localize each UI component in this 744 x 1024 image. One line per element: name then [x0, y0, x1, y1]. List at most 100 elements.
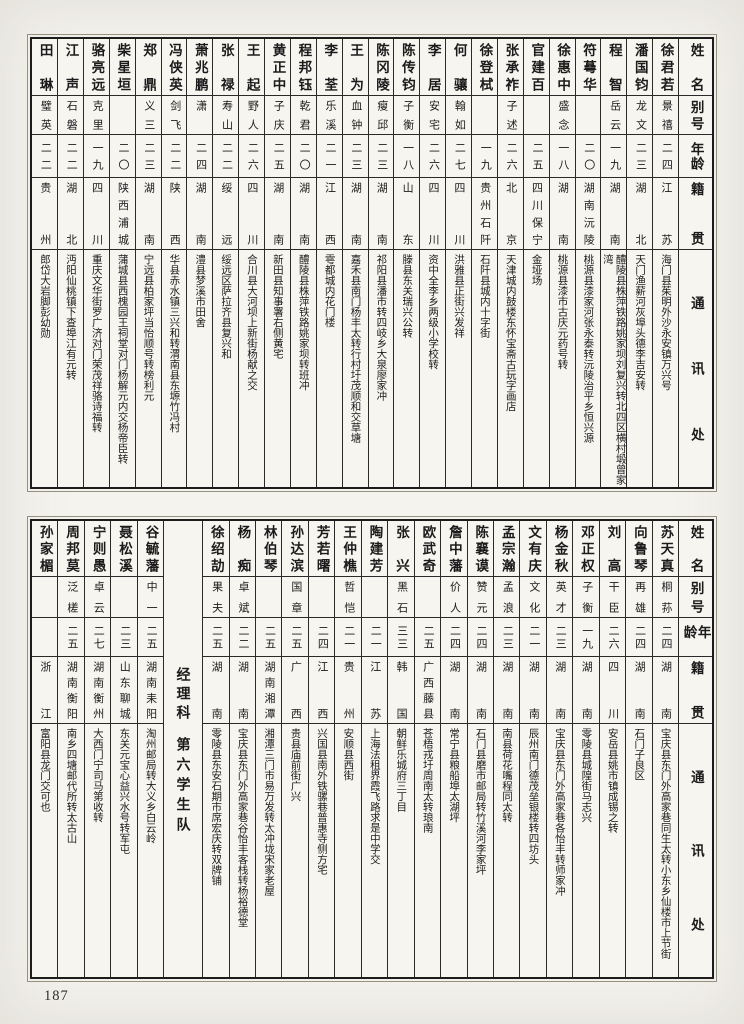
person-name: 陶建芳 [361, 521, 388, 577]
person-name-text: 芳若曙 [314, 525, 330, 572]
person-native-place-text: 湖南 [297, 182, 310, 245]
section-divider-unit: 第六学生队 [175, 737, 192, 837]
person-address: 绥远区萨拉齐县复兴和 [213, 250, 238, 487]
person-name-text: 陈传钧 [399, 43, 415, 91]
person-age-text: 二四 [448, 625, 461, 649]
person-alias [575, 96, 601, 135]
header-alias: 别号 [679, 577, 712, 618]
person-age-text: 一九 [91, 142, 104, 170]
person-native-place-text: 湖南 [527, 661, 540, 719]
person-age: 二四 [308, 618, 335, 657]
person-native-place-text: 湖南沅陵 [582, 182, 595, 245]
person-age-text: 二三 [554, 625, 567, 649]
person-column: 宁则愚 卓云 二七 湖南衡州 大西门宁司马第收转 [83, 521, 111, 977]
person-column: 郑鼎 义三 二三 湖南 宁远县柏家坪当怡顺号转榜利元 [134, 39, 161, 487]
person-age-text: 二四 [474, 625, 487, 649]
person-name-text: 张禄 [218, 43, 234, 91]
person-age-text: 二三 [501, 625, 514, 649]
person-age-text: 二七 [453, 142, 466, 170]
person-address-text: 重庆文华街罗广济对门荣茂祥骆诗福转 [90, 254, 103, 433]
person-address: 海门县茱明外沙永安镇万兴号 [653, 250, 678, 487]
person-age: 一八 [549, 135, 575, 178]
person-address-text: 苍梧戎圩周南太转琅南 [421, 728, 434, 833]
person-native-place-text: 湖南 [659, 661, 672, 719]
person-name: 冯侠英 [161, 39, 187, 96]
person-age-text: 二三 [634, 142, 647, 170]
person-address-text: 宁远县柏家坪当怡顺号转榜利元 [142, 254, 155, 401]
person-native-place: 湖南 [368, 178, 394, 250]
person-name: 芳若曙 [308, 521, 335, 577]
person-column: 程智 岳云 一九 湖南 醴陵县株萍铁路姚家坝刘复兴转北四区横村塅曾家湾 [600, 39, 627, 487]
person-address: 沔阳仙桃镇下查埠江有元转 [58, 250, 83, 487]
person-alias-text: 景禧 [660, 100, 673, 130]
person-name-text: 江声 [63, 43, 79, 91]
person-age-text: 二四 [660, 142, 673, 170]
person-alias-text: 孟浪 [501, 581, 514, 613]
person-alias [523, 96, 549, 135]
person-alias [111, 577, 137, 618]
person-alias-text: 子衡 [580, 581, 593, 613]
header-address-text: 通讯处 [688, 770, 704, 931]
person-alias: 龙文 [627, 96, 653, 135]
person-age-text: 二三 [349, 142, 362, 170]
person-native-place-text: 湖南耒阳 [144, 661, 157, 719]
person-age: 二四 [187, 135, 213, 178]
section-divider-department: 经理科 [175, 667, 192, 724]
person-native-place-text: 四川 [90, 182, 103, 245]
person-address-text: 新田县知事署右侧黄宅 [271, 254, 284, 359]
person-address: 石阡县城内十字街 [472, 250, 497, 487]
person-address-text: 辰州南门德茂垒银楼转四坊头 [527, 728, 540, 865]
header-name: 姓名 [679, 521, 712, 577]
person-native-place: 湖南 [520, 657, 546, 724]
person-native-place: 江西 [308, 657, 335, 724]
person-column: 柴星垣 二〇 陕西浦城 蒲城县西槐园王祠堂对门杨解元内交杨帝臣转 [108, 39, 135, 487]
person-age: 二二 [32, 135, 57, 178]
person-column: 张兴 黑石 三三 韩国 朝鲜乐城府三丁目 [387, 521, 414, 977]
person-address-text: 郎岱大岩脚彭幼勋 [38, 254, 51, 338]
person-column: 王起 野人 二六 四川 合川县大河坝上新街杨献之交 [238, 39, 264, 487]
person-alias: 景禧 [653, 96, 678, 135]
roster-table-top: 姓名 别号 年龄 籍贯 通讯处 徐君若 景禧 二四 江苏 海门县茱明外沙永安镇万兴号 潘国钧 龙文 二三… [27, 34, 717, 492]
person-column: 徐君若景禧二四江苏 海门县茱明外沙永安镇万兴号 [652, 39, 678, 487]
person-name: 柴星垣 [109, 39, 135, 96]
person-alias: 子庆 [265, 96, 290, 135]
person-address-text: 宝庆县东门外高家巷各怡丰转师家冲 [553, 728, 566, 896]
person-name-text: 柴星垣 [115, 43, 131, 91]
person-alias: 克里 [83, 96, 109, 135]
person-address: 天门渔薪河灰埠头德李吉安转 [627, 250, 652, 487]
person-address-text: 天津城内鼓楼东怀宝斋古玩字画店 [504, 254, 517, 412]
person-name: 王仲樵 [335, 521, 361, 577]
person-name-text: 萧兆鹏 [192, 43, 208, 91]
person-name-text: 徐绍劼 [208, 525, 224, 572]
person-alias: 价人 [441, 577, 467, 618]
person-native-place-text: 湖南 [194, 182, 207, 245]
person-age: 二七 [446, 135, 471, 178]
person-native-place: 湖南 [229, 657, 255, 724]
person-alias: 潇 [187, 96, 213, 135]
person-name: 刘高 [599, 521, 626, 577]
person-alias: 子衡 [573, 577, 599, 618]
person-address: 华县赤水镇三兴和转渭南县东塬竹冯村 [162, 250, 187, 487]
person-age-text: 二三 [375, 142, 388, 170]
person-alias-text: 子庆 [272, 100, 285, 130]
person-age: 二五 [265, 135, 290, 178]
person-address-text: 桃源县漆家河张永泰转沅陵治平乡恒兴源 [582, 254, 595, 443]
person-age: 二二 [161, 135, 187, 178]
person-address: 湘潭三门市易万发转太冲垅宋家老屋 [256, 724, 281, 977]
person-age: 二〇 [290, 135, 316, 178]
person-address: 大西门宁司马第收转 [85, 724, 110, 977]
person-address-text: 桃源县漆市古庆元药号转 [556, 254, 569, 370]
person-native-place: 江苏 [653, 178, 678, 250]
person-native-place: 湖南 [601, 178, 627, 250]
person-column: 周邦莫 泛槎 二五 湖南衡阳 南乡四塘邮代所转太古山 [57, 521, 84, 977]
person-alias-text: 文化 [527, 581, 540, 613]
person-address: 蒲城县西槐园王祠堂对门杨解元内交杨帝臣转 [110, 250, 135, 487]
person-native-place: 湖南 [546, 657, 573, 724]
person-age: 二六 [420, 135, 446, 178]
header-age: 年龄 [679, 618, 712, 657]
person-alias: 子衡 [394, 96, 420, 135]
person-native-place: 广西藤县 [414, 657, 441, 724]
person-column: 孙达滨 国章 二五 广西 贵县庙前街广兴 [281, 521, 308, 977]
person-alias: 岳云 [601, 96, 627, 135]
person-name: 徐君若 [653, 39, 678, 96]
